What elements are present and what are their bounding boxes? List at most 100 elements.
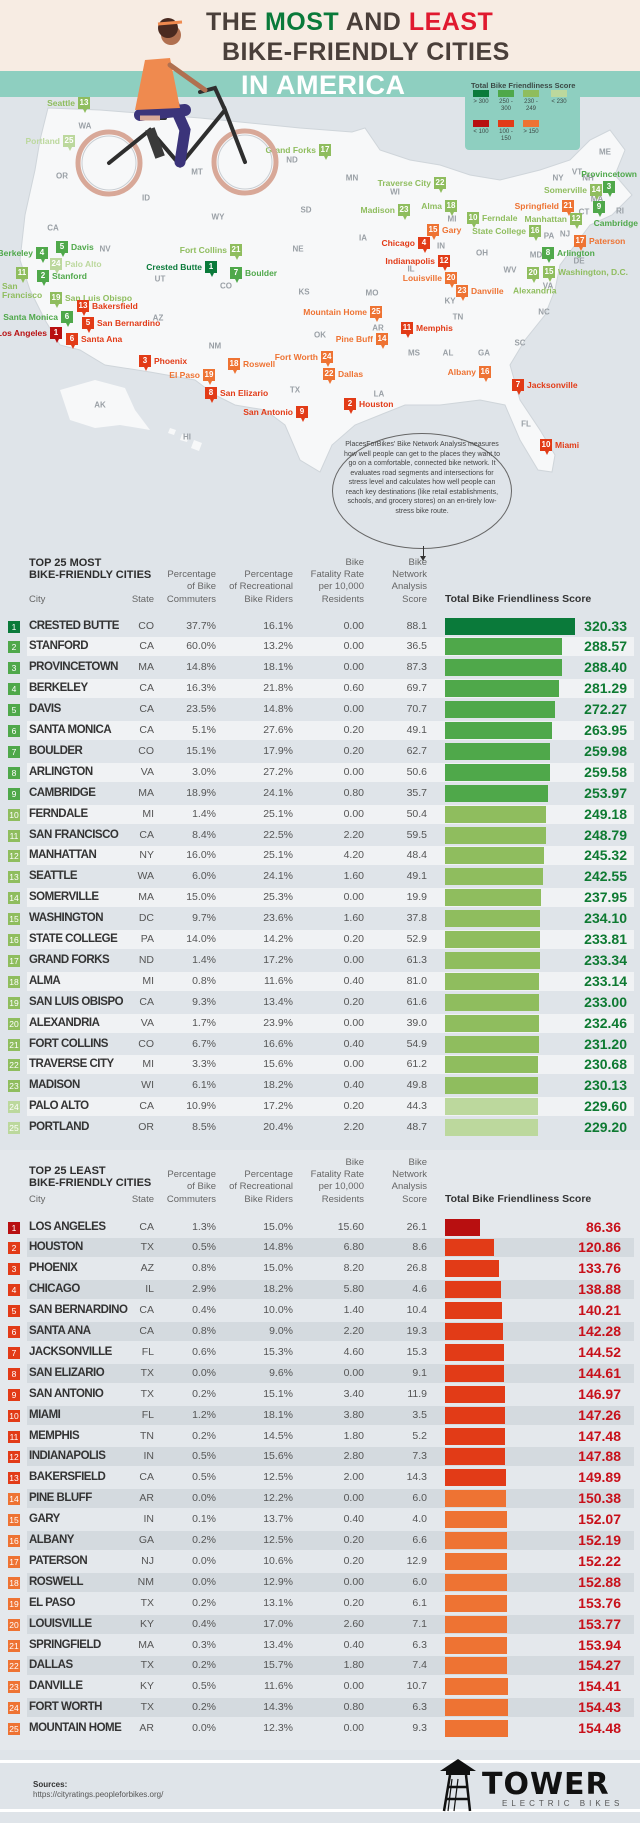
map-marker-jacksonville[interactable]: 7 <box>512 379 524 395</box>
city-name: PROVINCETOWN <box>29 661 119 674</box>
map-marker-chicago[interactable]: 4 <box>418 237 430 253</box>
map-marker-portland[interactable]: 25 <box>63 135 75 151</box>
map-marker-boulder[interactable]: 7 <box>230 267 242 283</box>
map-label-albany: Albany <box>447 367 476 377</box>
cell-commuters: 0.0% <box>192 1554 216 1567</box>
map-marker-davis[interactable]: 5 <box>56 241 68 257</box>
map-marker-bakersfield[interactable]: 13 <box>77 300 89 316</box>
map-marker-arlington[interactable]: 8 <box>542 247 554 263</box>
map-marker-provincetown[interactable]: 3 <box>603 181 615 197</box>
map-marker-memphis[interactable]: 11 <box>401 322 413 338</box>
map-marker-houston[interactable]: 2 <box>344 398 356 414</box>
map-marker-san-antonio[interactable]: 9 <box>296 406 308 422</box>
map-marker-paterson[interactable]: 17 <box>574 235 586 251</box>
cell-fatality: 2.20 <box>343 1121 364 1134</box>
map-marker-dallas[interactable]: 22 <box>323 368 335 384</box>
state-label-va: VA <box>542 281 554 291</box>
city-name: SAN BERNARDINO <box>29 1304 128 1317</box>
rank-badge: 15 <box>8 913 20 926</box>
cell-state: AR <box>139 1492 154 1505</box>
total-score: 234.10 <box>584 910 627 927</box>
map-marker-alma[interactable]: 18 <box>445 200 457 216</box>
most-table-title: TOP 25 MOST BIKE-FRIENDLY CITIES <box>29 557 152 581</box>
map-label-san-elizario: San Elizario <box>220 388 269 398</box>
rank-badge: 7 <box>8 745 20 758</box>
rank-badge: 7 <box>8 1346 20 1359</box>
table-row: 7 JACKSONVILLE FL 0.6% 15.3% 4.60 15.3 144.52 <box>0 1342 640 1363</box>
map-marker-pine-buff[interactable]: 14 <box>376 333 388 349</box>
map-marker-mountain-home[interactable]: 25 <box>370 306 382 322</box>
state-label-md: MD <box>529 250 543 260</box>
score-bar <box>445 1218 480 1236</box>
map-marker-madison[interactable]: 23 <box>398 204 410 220</box>
column-header-recreational: Percentage of Recreational Bike Riders <box>229 569 293 605</box>
map-marker-gary[interactable]: 15 <box>427 224 439 240</box>
map-marker-berkeley[interactable]: 4 <box>36 247 48 263</box>
map-marker-palo-alto[interactable]: 24 <box>50 258 62 274</box>
map-marker-manhattan[interactable]: 12 <box>570 213 582 229</box>
cell-recreational: 23.9% <box>263 1016 293 1029</box>
map-marker-santa-monica[interactable]: 6 <box>61 311 73 327</box>
map-marker-crested-butte[interactable]: 1 <box>205 261 217 277</box>
map-marker-washington-d-c-[interactable]: 15 <box>543 266 555 282</box>
table-row: 13 BAKERSFIELD CA 0.5% 12.5% 2.00 14.3 149.89 <box>0 1467 640 1488</box>
map-marker-springfield[interactable]: 21 <box>562 200 574 216</box>
score-bar <box>445 638 562 656</box>
cell-commuters: 0.5% <box>192 1450 216 1463</box>
map-marker-san-luis-obispo[interactable]: 19 <box>50 292 62 308</box>
title-word-least: LEAST <box>408 8 494 36</box>
cell-state: IN <box>143 1450 155 1463</box>
map-marker-miami[interactable]: 10 <box>540 439 552 455</box>
cell-recreational: 9.0% <box>269 1325 293 1337</box>
map-marker-state-college[interactable]: 16 <box>529 225 541 241</box>
map-marker-alexandria[interactable]: 20 <box>527 267 539 283</box>
map-marker-roswell[interactable]: 18 <box>228 358 240 374</box>
cell-network: 4.0 <box>412 1513 427 1526</box>
map-marker-el-paso[interactable]: 19 <box>203 369 215 385</box>
map-marker-san-bernardino[interactable]: 5 <box>82 317 94 333</box>
cell-recreational: 14.8% <box>263 1241 293 1254</box>
state-label-nh: NH <box>582 173 594 183</box>
map-marker-fort-worth[interactable]: 24 <box>321 351 333 367</box>
map-marker-grand-forks[interactable]: 17 <box>319 144 331 160</box>
column-header-network: Bike Network Analysis Score <box>391 1156 427 1205</box>
state-label-ca: CA <box>47 223 59 233</box>
map-marker-san-elizario[interactable]: 8 <box>205 387 217 403</box>
state-label-ut: UT <box>154 274 166 284</box>
map-marker-phoenix[interactable]: 3 <box>139 355 151 371</box>
us-map <box>0 97 640 567</box>
cell-commuters: 16.0% <box>186 849 216 862</box>
table-row: 11 MEMPHIS TN 0.2% 14.5% 1.80 5.2 147.48 <box>0 1426 640 1447</box>
cell-fatality: 1.40 <box>343 1304 364 1317</box>
score-bar <box>445 910 540 928</box>
rank-badge: 20 <box>8 1017 20 1030</box>
map-marker-danville[interactable]: 23 <box>456 285 468 301</box>
city-name: CRESTED BUTTE <box>29 619 119 632</box>
map-marker-louisville[interactable]: 20 <box>445 272 457 288</box>
map-marker-san-francisco[interactable]: 11 <box>16 267 28 283</box>
map-marker-santa-ana[interactable]: 6 <box>66 333 78 349</box>
map-marker-los-angeles[interactable]: 1 <box>50 327 62 343</box>
map-marker-somerville[interactable]: 14 <box>590 184 602 200</box>
map-label-chicago: Chicago <box>381 238 415 248</box>
cell-fatality: 3.40 <box>343 1387 364 1400</box>
map-marker-albany[interactable]: 16 <box>479 366 491 382</box>
cell-state: CA <box>139 995 154 1008</box>
map-marker-traverse-city[interactable]: 22 <box>434 177 446 193</box>
map-label-gary: Gary <box>442 225 462 235</box>
map-marker-fort-collins[interactable]: 21 <box>230 244 242 260</box>
rank-badge: 3 <box>8 662 20 675</box>
cell-network: 8.6 <box>412 1241 427 1254</box>
city-name: SPRINGFIELD <box>29 1638 101 1651</box>
map-marker-ferndale[interactable]: 10 <box>467 212 479 228</box>
map-marker-cambridge[interactable]: 9 <box>593 201 605 217</box>
rank-badge: 2 <box>8 641 20 654</box>
sources-link[interactable]: https://cityratings.peopleforbikes.org/ <box>33 1790 164 1799</box>
table-row: 18 ROSWELL NM 0.0% 12.9% 0.00 6.0 152.88 <box>0 1572 640 1593</box>
map-marker-stanford[interactable]: 2 <box>37 270 49 286</box>
map-marker-seattle[interactable]: 13 <box>78 97 90 113</box>
rank-badge: 10 <box>8 1409 20 1422</box>
total-score: 147.88 <box>578 1448 621 1465</box>
map-marker-indianapolis[interactable]: 12 <box>438 255 450 271</box>
table-row: 5 DAVIS CA 23.5% 14.8% 0.00 70.7 272.27 <box>0 699 640 720</box>
